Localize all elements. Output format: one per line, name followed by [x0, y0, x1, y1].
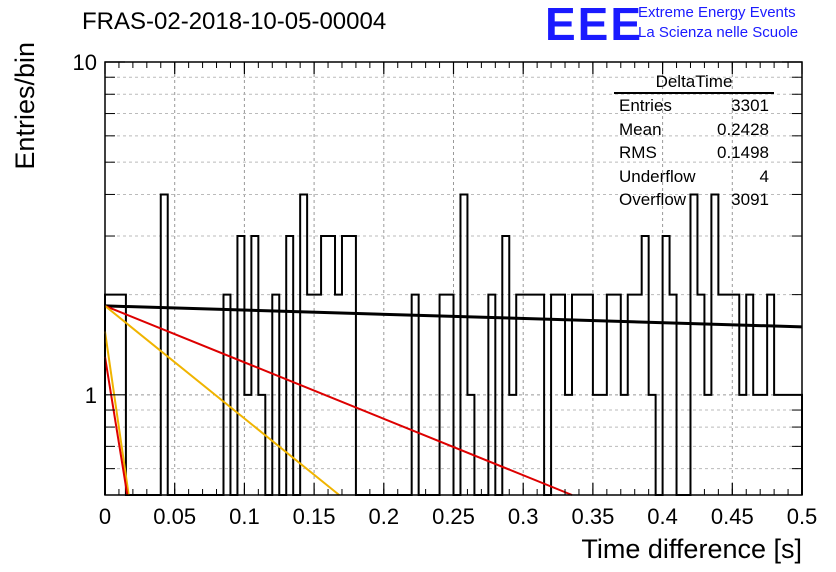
stats-row-underflow: Underflow 4 [614, 165, 774, 189]
stats-value: 3301 [731, 96, 769, 115]
fit-lines [104, 304, 803, 496]
y-tick-label: 1 [85, 383, 97, 408]
y-axis-label: Entries/bin [10, 42, 40, 170]
stats-label: Underflow [619, 166, 696, 186]
x-tick-label: 0.3 [508, 504, 539, 529]
stats-row-rms: RMS 0.1498 [614, 141, 774, 165]
x-tick-label: 0.25 [432, 504, 475, 529]
histogram [104, 193, 803, 496]
stats-box: DeltaTime Entries 3301 Mean 0.2428 RMS 0… [614, 72, 774, 212]
stats-value: 3091 [731, 190, 769, 209]
x-tick-label: 0.35 [571, 504, 614, 529]
stats-label: Entries [619, 96, 672, 115]
fit-line-3 [104, 331, 130, 496]
x-tick-label: 0.5 [787, 504, 818, 529]
fit-line-4 [104, 356, 129, 496]
x-tick-label: 0.1 [229, 504, 260, 529]
stats-title: DeltaTime [614, 72, 774, 94]
page-title: FRAS-02-2018-10-05-00004 [82, 8, 387, 35]
x-tick-label: 0.15 [293, 504, 336, 529]
x-tick-label: 0.4 [647, 504, 678, 529]
stats-value: 4 [759, 166, 769, 186]
x-tick-label: 0.2 [369, 504, 400, 529]
logo-line-1: Extreme Energy Events [638, 4, 796, 21]
x-tick-label: 0 [99, 504, 111, 529]
stats-label: Overflow [619, 190, 687, 209]
fit-line-0 [104, 304, 803, 329]
logo-line-2: La Scienza nelle Scuole [638, 24, 799, 41]
stats-row-mean: Mean 0.2428 [614, 118, 774, 142]
stats-row-entries: Entries 3301 [614, 94, 774, 118]
eee-logo: EEE [545, 0, 644, 50]
axis-ticks: 0 0.05 0.1 0.15 0.2 0.25 0.3 0.35 0.4 0.45 0.5 1 10 [73, 50, 818, 529]
y-tick-label: 10 [73, 50, 97, 75]
x-axis-label: Time difference [s] [581, 534, 802, 564]
stats-value: 0.2428 [717, 119, 769, 139]
stats-label: RMS [619, 143, 657, 162]
histogram-steps [104, 193, 803, 496]
x-tick-label: 0.05 [153, 504, 196, 529]
stats-row-overflow: Overflow 3091 [614, 188, 774, 212]
stats-value: 0.1498 [717, 143, 769, 162]
fit-line-2 [104, 305, 340, 496]
stats-label: Mean [619, 119, 662, 139]
fit-line-1 [104, 304, 573, 496]
x-tick-label: 0.45 [711, 504, 754, 529]
